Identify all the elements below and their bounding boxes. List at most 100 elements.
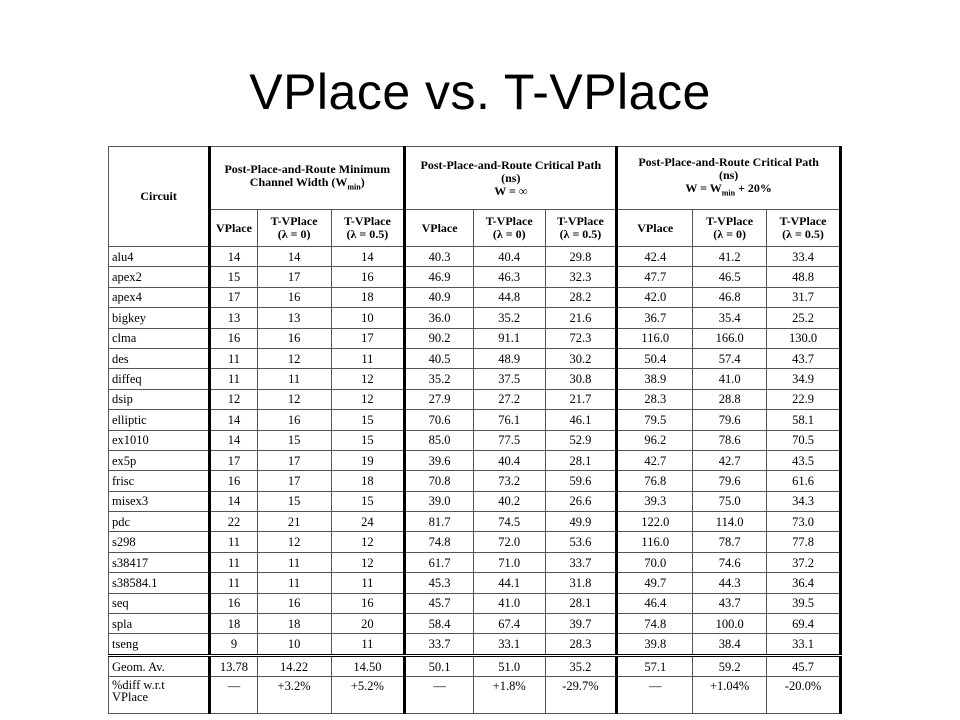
value-cell: 36.0 — [403, 307, 474, 329]
value-cell: 21.6 — [544, 307, 618, 329]
value-cell: 85.0 — [403, 429, 474, 451]
value-cell: 77.5 — [472, 429, 546, 451]
column-header-line: VPlace — [215, 220, 252, 235]
value-cell: 28.8 — [692, 388, 768, 411]
column-header: T-VPlace (λ = 0) — [472, 209, 546, 247]
value-cell: 12 — [330, 531, 406, 553]
column-header-line: (λ = 0) — [277, 227, 311, 241]
value-cell: 130.0 — [766, 327, 842, 349]
value-cell: 42.7 — [615, 449, 694, 472]
table-row: s38584.1 11 11 11 45.3 44.1 31.8 49.7 44.3 36.4 — [107, 572, 842, 594]
header-line: (ns) — [718, 168, 739, 183]
value-cell: 70.6 — [403, 409, 474, 431]
header-line: + 20% — [735, 181, 772, 196]
value-cell: 17 — [256, 470, 332, 492]
value-cell: 22.9 — [766, 388, 842, 411]
value-cell: 70.0 — [615, 551, 694, 574]
value-cell: 58.4 — [403, 613, 474, 635]
circuit-name-cell: elliptic — [107, 409, 211, 431]
value-cell: 15 — [330, 409, 406, 431]
value-cell: 11 — [208, 551, 258, 574]
comparison-table-container: Circuit Post-Place-and-Route Minimum Cha… — [107, 146, 842, 715]
value-cell: 12 — [330, 368, 406, 390]
value-cell: 14 — [208, 429, 258, 451]
value-cell: 40.4 — [472, 449, 546, 472]
value-cell: 74.8 — [615, 613, 694, 635]
header-min-channel-width: Post-Place-and-Route Minimum Channel Wid… — [208, 146, 406, 210]
table-row: diffeq 11 11 12 35.2 37.5 30.8 38.9 41.0 34.9 — [107, 368, 842, 390]
column-header-line: VPlace — [421, 220, 458, 235]
table-row: des 11 12 11 40.5 48.9 30.2 50.4 57.4 43.7 — [107, 347, 842, 370]
value-cell: 17 — [330, 327, 406, 349]
value-cell: 44.1 — [472, 572, 546, 594]
header-line: Channel Width (W — [249, 174, 348, 189]
value-cell: 46.5 — [692, 266, 768, 288]
circuit-header: Circuit — [107, 146, 211, 247]
value-cell: 29.8 — [544, 245, 618, 268]
percent-diff-label: %diff w.r.t VPlace — [107, 676, 211, 715]
value-cell: 14 — [256, 245, 332, 268]
circuit-name-cell: ex5p — [107, 449, 211, 472]
value-cell: 14 — [330, 245, 406, 268]
percent-diff-cell: -29.7% — [544, 676, 618, 715]
value-cell: 17 — [256, 266, 332, 288]
value-cell: 10 — [256, 633, 332, 656]
value-cell: 79.6 — [692, 409, 768, 431]
value-cell: 28.3 — [544, 633, 618, 656]
value-cell: 14 — [208, 245, 258, 268]
value-cell: 39.5 — [766, 592, 842, 615]
column-header-line: (λ = 0.5) — [782, 227, 824, 241]
circuit-name-cell: frisc — [107, 470, 211, 492]
value-cell: 19 — [330, 449, 406, 472]
value-cell: 11 — [330, 347, 406, 370]
value-cell: 44.3 — [692, 572, 768, 594]
value-cell: 11 — [208, 572, 258, 594]
header-subscript: min — [721, 188, 736, 198]
value-cell: 45.7 — [766, 653, 842, 678]
column-header: VPlace — [615, 209, 694, 247]
header-line: Post-Place-and-Route Critical Path — [638, 155, 819, 170]
column-header-line: (λ = 0) — [713, 227, 746, 241]
value-cell: 27.2 — [472, 388, 546, 411]
value-cell: 11 — [256, 368, 332, 390]
value-cell: 79.6 — [692, 470, 768, 492]
value-cell: 12 — [330, 388, 406, 411]
value-cell: 90.2 — [403, 327, 474, 349]
value-cell: 46.9 — [403, 266, 474, 288]
value-cell: 40.9 — [403, 286, 474, 309]
value-cell: 33.4 — [766, 245, 842, 268]
value-cell: 28.3 — [615, 388, 694, 411]
value-cell: 166.0 — [692, 327, 768, 349]
value-cell: 14 — [208, 409, 258, 431]
header-line: W = ∞ — [494, 183, 528, 198]
column-header: VPlace — [208, 209, 258, 247]
table-row: ex1010 14 15 15 85.0 77.5 52.9 96.2 78.6 70.5 — [107, 429, 842, 451]
header-line: (ns) — [501, 170, 521, 185]
header-line: Post-Place-and-Route Critical Path — [420, 157, 602, 172]
value-cell: 114.0 — [692, 511, 768, 533]
value-cell: 59.2 — [692, 653, 768, 678]
circuit-name-cell: ex1010 — [107, 429, 211, 451]
value-cell: 12 — [256, 531, 332, 553]
circuit-name-cell: bigkey — [107, 307, 211, 329]
value-cell: 17 — [256, 449, 332, 472]
circuit-name-cell: apex4 — [107, 286, 211, 309]
value-cell: 38.9 — [615, 368, 694, 390]
value-cell: 35.4 — [692, 307, 768, 329]
value-cell: 20 — [330, 613, 406, 635]
value-cell: 100.0 — [692, 613, 768, 635]
value-cell: 11 — [208, 531, 258, 553]
value-cell: 72.3 — [544, 327, 618, 349]
circuit-name-cell: des — [107, 347, 211, 370]
table-row: tseng 9 10 11 33.7 33.1 28.3 39.8 38.4 33.1 — [107, 633, 842, 656]
value-cell: 46.3 — [472, 266, 546, 288]
column-header-line: T-VPlace — [485, 214, 533, 228]
value-cell: 75.0 — [692, 490, 768, 513]
value-cell: 51.0 — [472, 653, 546, 678]
value-cell: 35.2 — [544, 653, 618, 678]
value-cell: 14.22 — [256, 653, 332, 678]
value-cell: 12 — [330, 551, 406, 574]
value-cell: 45.7 — [403, 592, 474, 615]
column-header: T-VPlace (λ = 0) — [256, 209, 332, 247]
value-cell: 57.1 — [615, 653, 694, 678]
